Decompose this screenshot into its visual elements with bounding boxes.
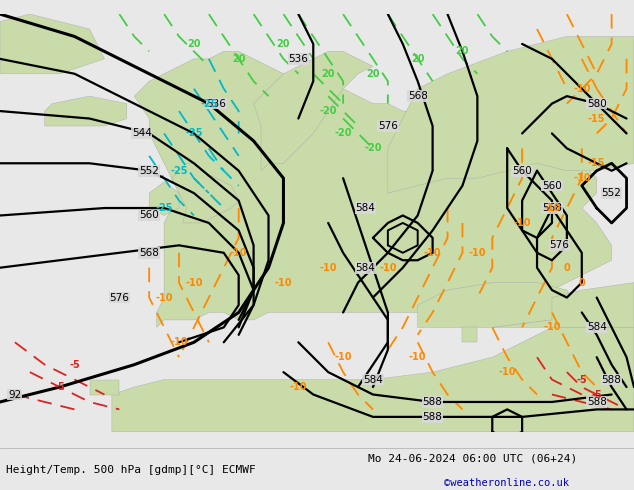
Text: -10: -10 <box>409 352 427 362</box>
Text: -10: -10 <box>573 173 590 183</box>
Text: -15: -15 <box>588 114 605 123</box>
Text: 588: 588 <box>423 412 443 422</box>
Text: -10: -10 <box>543 203 560 213</box>
Text: 568: 568 <box>408 91 427 101</box>
Text: 20: 20 <box>366 69 380 79</box>
Text: -25: -25 <box>155 203 173 213</box>
Text: 584: 584 <box>356 203 375 213</box>
Text: -20: -20 <box>320 106 337 116</box>
Text: 20: 20 <box>411 54 424 64</box>
Text: -10: -10 <box>334 352 352 362</box>
Text: -10: -10 <box>171 337 188 347</box>
Text: -25: -25 <box>185 128 203 139</box>
Text: -20: -20 <box>364 144 382 153</box>
Text: 544: 544 <box>132 128 152 139</box>
Text: -10: -10 <box>498 367 516 377</box>
Text: 588: 588 <box>587 397 607 407</box>
Text: 568: 568 <box>542 203 562 213</box>
Text: -25: -25 <box>200 98 217 109</box>
Text: -15: -15 <box>588 158 605 168</box>
Text: 576: 576 <box>550 240 569 250</box>
Text: 560: 560 <box>512 166 532 176</box>
Text: -10: -10 <box>230 248 247 258</box>
Text: -10: -10 <box>573 84 590 94</box>
Text: 20: 20 <box>187 39 201 49</box>
Text: ©weatheronline.co.uk: ©weatheronline.co.uk <box>444 478 569 489</box>
Text: 92: 92 <box>8 390 22 399</box>
Text: 560: 560 <box>139 211 159 220</box>
Text: 588: 588 <box>602 374 621 385</box>
Text: 576: 576 <box>378 121 398 131</box>
Text: -25: -25 <box>171 166 188 176</box>
Text: 584: 584 <box>356 263 375 273</box>
Text: 20: 20 <box>276 39 290 49</box>
Text: 20: 20 <box>232 54 245 64</box>
Text: 536: 536 <box>288 54 308 64</box>
Text: 20: 20 <box>321 69 335 79</box>
Text: 584: 584 <box>587 322 607 332</box>
Text: -10: -10 <box>543 322 560 332</box>
Text: -5: -5 <box>592 390 602 399</box>
Text: 552: 552 <box>139 166 159 176</box>
Text: -10: -10 <box>155 293 173 302</box>
Text: 588: 588 <box>423 397 443 407</box>
Text: 560: 560 <box>542 181 562 191</box>
Text: -10: -10 <box>379 263 397 273</box>
Text: 552: 552 <box>602 188 621 198</box>
Text: Mo 24-06-2024 06:00 UTC (06+24): Mo 24-06-2024 06:00 UTC (06+24) <box>368 453 577 463</box>
Text: Height/Temp. 500 hPa [gdmp][°C] ECMWF: Height/Temp. 500 hPa [gdmp][°C] ECMWF <box>6 465 256 475</box>
Text: 568: 568 <box>139 248 159 258</box>
Text: -10: -10 <box>469 248 486 258</box>
Text: 584: 584 <box>363 374 383 385</box>
Text: -10: -10 <box>275 278 292 288</box>
Text: 0: 0 <box>578 278 585 288</box>
Text: 20: 20 <box>456 47 469 56</box>
Text: 580: 580 <box>587 98 607 109</box>
Text: 0: 0 <box>564 263 570 273</box>
Text: -20: -20 <box>334 128 352 139</box>
Text: -10: -10 <box>290 382 307 392</box>
Text: -10: -10 <box>320 263 337 273</box>
Text: -10: -10 <box>514 218 531 228</box>
Text: -5: -5 <box>576 374 587 385</box>
Text: 536: 536 <box>207 98 226 109</box>
Text: -10: -10 <box>185 278 203 288</box>
Text: -10: -10 <box>424 248 441 258</box>
Text: -5: -5 <box>55 382 65 392</box>
Text: -5: -5 <box>69 360 80 369</box>
Text: 576: 576 <box>110 293 129 302</box>
